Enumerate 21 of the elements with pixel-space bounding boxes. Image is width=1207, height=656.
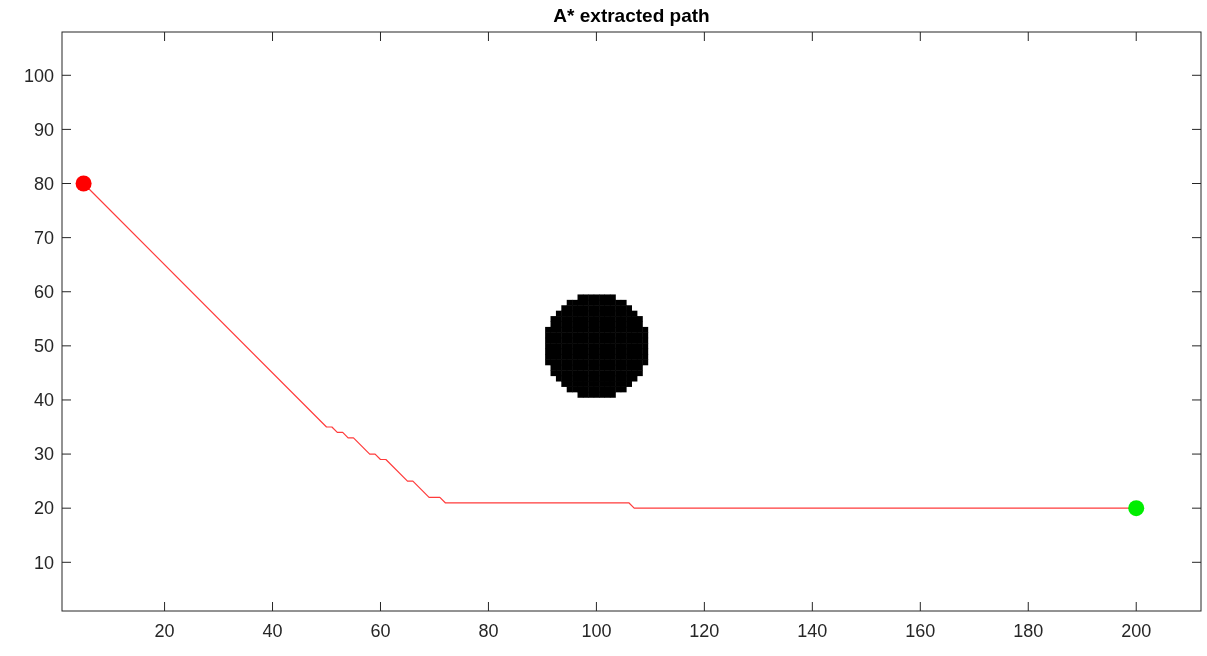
x-tick-label: 60	[370, 621, 391, 641]
x-tick-label: 40	[262, 621, 283, 641]
y-tick-label: 50	[33, 336, 54, 357]
x-tick-label: 160	[905, 621, 936, 641]
y-tick-label: 70	[33, 227, 54, 248]
y-tick-label: 20	[33, 498, 54, 519]
x-tick-label: 180	[1013, 621, 1044, 641]
y-tick-label: 40	[33, 390, 54, 411]
x-tick-label: 20	[154, 621, 175, 641]
y-tick-label: 60	[33, 282, 54, 303]
y-tick-label: 10	[33, 552, 54, 573]
y-tick-label: 100	[23, 65, 54, 86]
x-tick-label: 200	[1121, 621, 1152, 641]
x-tick-label: 120	[689, 621, 720, 641]
y-tick-label: 90	[33, 119, 54, 140]
y-tick-label: 30	[33, 444, 54, 465]
x-tick-label: 140	[797, 621, 828, 641]
x-tick-label: 100	[581, 621, 612, 641]
chart-title: A* extracted path	[553, 5, 710, 26]
y-tick-label: 80	[33, 173, 54, 194]
x-tick-label: 80	[478, 621, 499, 641]
